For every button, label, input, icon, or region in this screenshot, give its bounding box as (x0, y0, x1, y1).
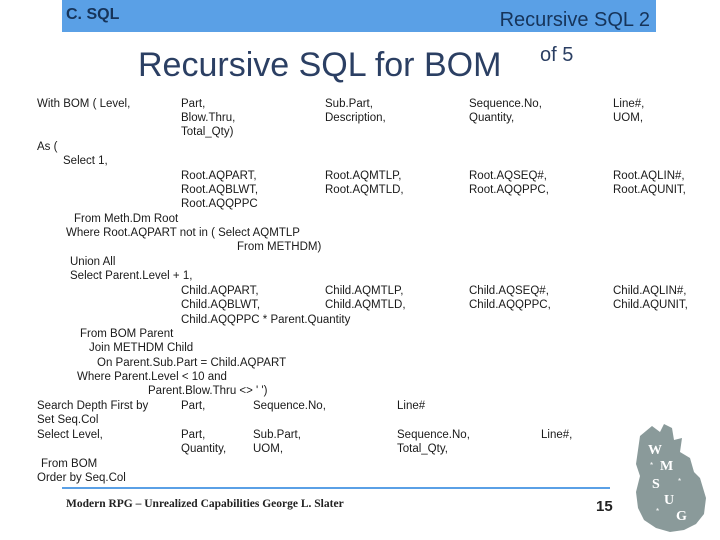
code-text: Line# (397, 400, 426, 412)
code-text: Sequence.No, (397, 429, 470, 441)
code-text: Line#, (613, 98, 645, 110)
code-text: Search Depth First by (37, 400, 149, 412)
svg-text:S: S (652, 477, 660, 492)
code-text: Part, (181, 98, 206, 110)
code-text: Parent.Blow.Thru <> ' ') (148, 385, 268, 397)
code-text: From BOM (41, 458, 98, 470)
wmsug-michigan-logo: W M S U G * * * (636, 424, 706, 532)
code-text: UOM, (613, 112, 644, 124)
page-number: 15 (596, 498, 613, 515)
svg-text:U: U (664, 493, 674, 508)
code-text: Root.AQUNIT, (613, 184, 686, 196)
code-text: Where Root.AQPART not in ( Select AQMTLP (66, 227, 300, 239)
code-text: Root.AQQPPC, (469, 184, 549, 196)
slide-label: Recursive SQL 2 (499, 9, 650, 31)
code-text: Description, (325, 112, 386, 124)
svg-text:W: W (648, 443, 662, 458)
code-text: Quantity, (469, 112, 515, 124)
code-text: Root.AQLIN#, (613, 170, 685, 182)
code-text: Root.AQPART, (181, 170, 257, 182)
code-text: Child.AQUNIT, (613, 299, 688, 311)
code-text: Where Parent.Level < 10 and (77, 371, 227, 383)
slide-title: Recursive SQL for BOM (138, 46, 502, 84)
code-text: Sub.Part, (325, 98, 373, 110)
code-text: Child.AQQPPC * Parent.Quantity (181, 314, 351, 326)
code-text: Total_Qty, (397, 443, 448, 455)
code-text: Root.AQSEQ#, (469, 170, 547, 182)
svg-text:*: * (656, 507, 659, 516)
code-text: Part, (181, 400, 206, 412)
code-text: Set Seq.Col (37, 414, 99, 426)
header-bar (62, 0, 656, 32)
code-text: Part, (181, 429, 206, 441)
code-text: Child.AQQPPC, (469, 299, 551, 311)
code-text: Order by Seq.Col (37, 472, 126, 484)
code-text: Root.AQQPPC (181, 198, 258, 210)
code-text: As ( (37, 141, 58, 153)
code-text: Child.AQSEQ#, (469, 285, 549, 297)
code-text: Child.AQPART, (181, 285, 259, 297)
code-text: Select 1, (63, 155, 108, 167)
code-text: Child.AQMTLD, (325, 299, 406, 311)
svg-text:M: M (660, 459, 673, 474)
code-text: Root.AQMTLD, (325, 184, 404, 196)
footer-text: Modern RPG – Unrealized Capabilities Geo… (66, 498, 344, 510)
code-text: From BOM Parent (80, 328, 174, 340)
code-text: Child.AQBLWT, (181, 299, 261, 311)
code-text: Sub.Part, (253, 429, 301, 441)
code-text: UOM, (253, 443, 284, 455)
svg-text:*: * (678, 477, 681, 486)
code-text: Sequence.No, (253, 400, 326, 412)
code-text: Root.AQMTLP, (325, 170, 402, 182)
code-text: From Meth.Dm Root (74, 213, 179, 225)
section-label: C. SQL (66, 6, 120, 23)
code-text: Root.AQBLWT, (181, 184, 259, 196)
code-text: With BOM ( Level, (37, 98, 131, 110)
code-text: Union All (70, 256, 116, 268)
code-text: Join METHDM Child (89, 342, 194, 354)
code-text: Line#, (541, 429, 573, 441)
code-text: From METHDM) (237, 241, 322, 253)
code-text: Select Parent.Level + 1, (70, 270, 193, 282)
code-text: On Parent.Sub.Part = Child.AQPART (97, 357, 287, 369)
code-text: Child.AQMTLP, (325, 285, 404, 297)
code-text: Blow.Thru, (181, 112, 236, 124)
footer-divider (62, 487, 610, 489)
svg-text:*: * (650, 461, 653, 470)
code-text: Child.AQLIN#, (613, 285, 687, 297)
code-text: Quantity, (181, 443, 227, 455)
svg-text:G: G (676, 509, 687, 524)
slide-title-superscript: of 5 (540, 44, 574, 66)
code-text: Total_Qty) (181, 126, 234, 138)
code-text: Sequence.No, (469, 98, 542, 110)
code-text: Select Level, (37, 429, 103, 441)
